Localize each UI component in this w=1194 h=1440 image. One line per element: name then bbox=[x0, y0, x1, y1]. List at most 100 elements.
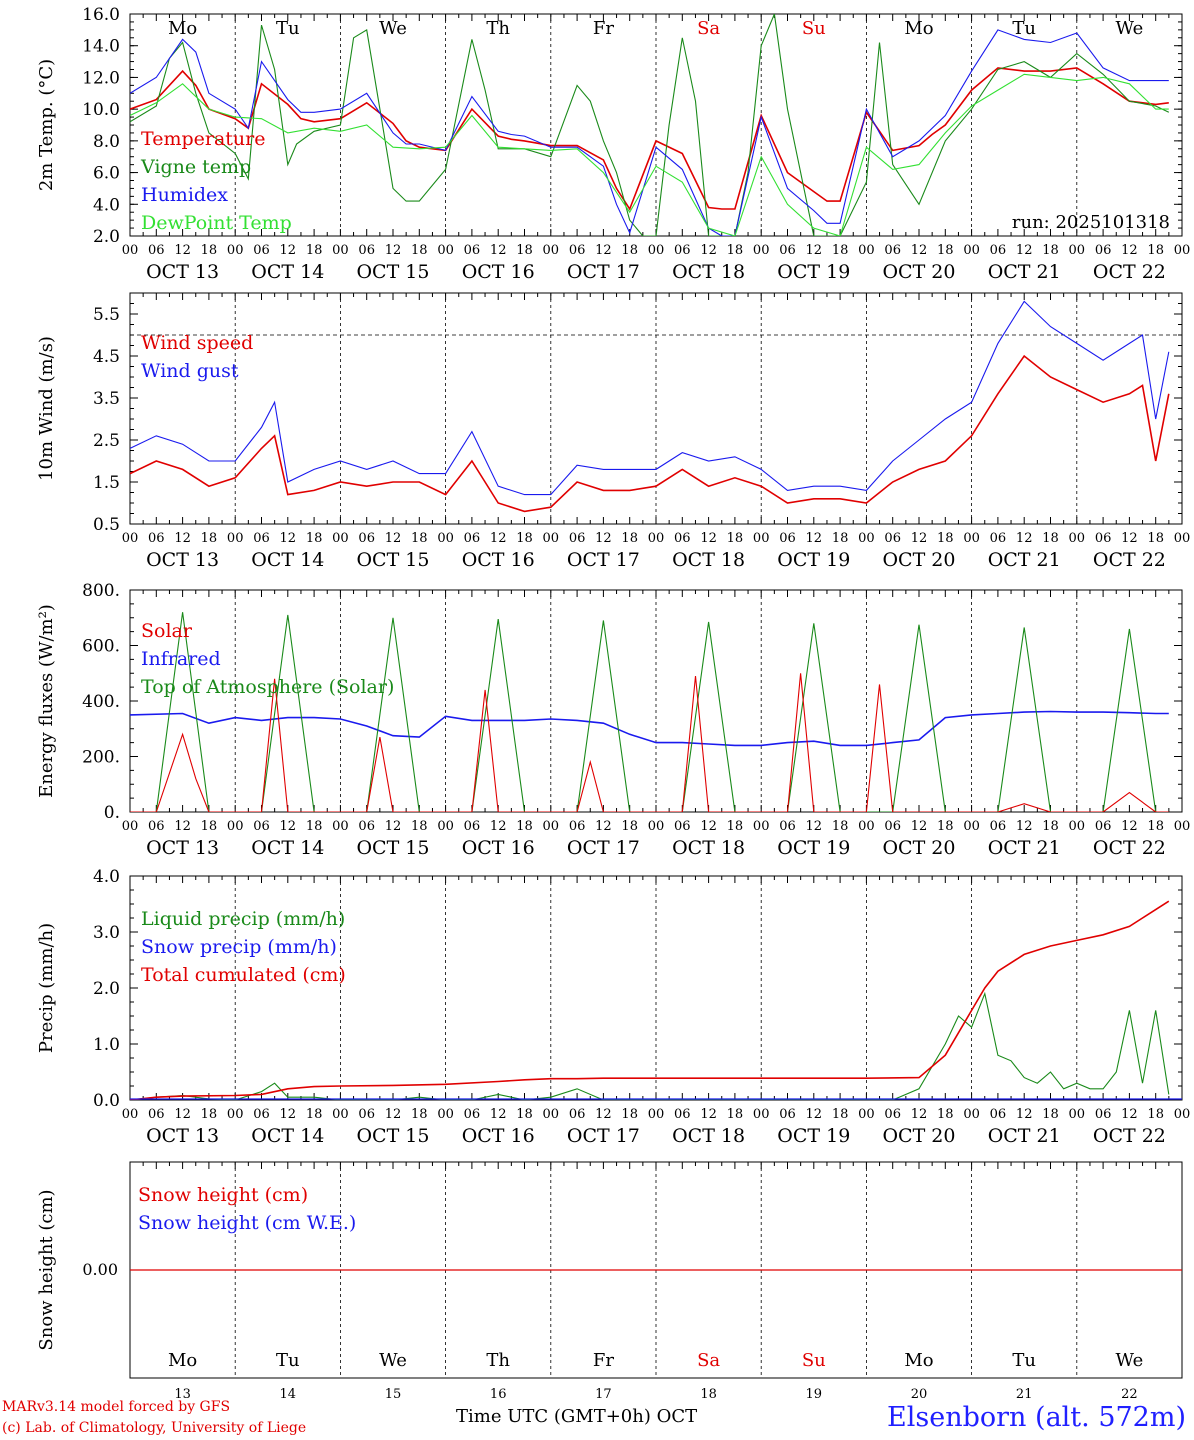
x-tick-label: 06 bbox=[148, 819, 165, 834]
x-tick-label: 00 bbox=[1174, 1107, 1191, 1122]
y-tick-label: 3.5 bbox=[93, 389, 120, 409]
y-tick-label: 400. bbox=[82, 692, 120, 712]
y-tick-label: 14.0 bbox=[82, 37, 120, 57]
x-tick-label: 18 bbox=[621, 1107, 638, 1122]
x-tick-label: 00 bbox=[122, 1107, 139, 1122]
panel-snow: 0.00 Snow height (cm) Snow height (cm) Snow… bbox=[36, 1161, 1183, 1400]
x-tick-label: 00 bbox=[543, 531, 560, 546]
y-tick-label: 4.5 bbox=[93, 347, 120, 367]
y-tick-label: 4.0 bbox=[93, 195, 120, 215]
panel-precip: 4.0 3.0 2.0 1.0 0.0 Precip (mm/h) Liquid preci… bbox=[36, 867, 1190, 1147]
x-tick-label: 18 bbox=[727, 531, 744, 546]
x-tick-label: 06 bbox=[674, 819, 691, 834]
legend-item: Snow height (cm) bbox=[138, 1184, 308, 1206]
date-label: OCT 19 bbox=[777, 261, 850, 283]
bottom-day-label: Tu bbox=[276, 1350, 300, 1371]
x-tick-label: 00 bbox=[1069, 531, 1086, 546]
date-label: OCT 14 bbox=[251, 549, 324, 571]
x-tick-label: 06 bbox=[1095, 243, 1112, 258]
x-tick-label: 12 bbox=[490, 243, 507, 258]
x-tick-label: 12 bbox=[806, 531, 823, 546]
date-label: OCT 13 bbox=[146, 549, 219, 571]
date-label: OCT 19 bbox=[777, 837, 850, 859]
legend-item: Temperature bbox=[141, 128, 265, 150]
bottom-day-number: 17 bbox=[595, 1387, 612, 1400]
legend-item: Infrared bbox=[141, 648, 221, 670]
run-label: run: 2025101318 bbox=[1012, 212, 1170, 233]
date-label: OCT 13 bbox=[146, 261, 219, 283]
legend-item: Top of Atmosphere (Solar) bbox=[141, 676, 394, 698]
x-tick-label: 18 bbox=[621, 819, 638, 834]
x-tick-label: 18 bbox=[937, 531, 954, 546]
x-tick-label: 12 bbox=[1016, 243, 1033, 258]
x-tick-label: 06 bbox=[990, 1107, 1007, 1122]
y-axis-label: Precip (mm/h) bbox=[36, 923, 57, 1053]
x-tick-label: 18 bbox=[201, 819, 218, 834]
x-tick-label: 00 bbox=[543, 819, 560, 834]
x-tick-label: 18 bbox=[832, 531, 849, 546]
x-tick-label: 18 bbox=[621, 243, 638, 258]
x-tick-label: 06 bbox=[253, 1107, 270, 1122]
x-tick-label: 06 bbox=[1095, 819, 1112, 834]
bottom-day-label: Su bbox=[802, 1350, 826, 1371]
date-label: OCT 19 bbox=[777, 1125, 850, 1147]
y-axis-label: 2m Temp. (°C) bbox=[36, 59, 57, 191]
x-tick-label: 00 bbox=[1069, 819, 1086, 834]
x-tick-label: 00 bbox=[753, 1107, 770, 1122]
y-tick-label: 2.0 bbox=[93, 227, 120, 247]
x-tick-label: 18 bbox=[516, 531, 533, 546]
y-axis-label: Energy fluxes (W/m²) bbox=[36, 604, 57, 798]
x-tick-label: 18 bbox=[1147, 531, 1164, 546]
x-tick-label: 06 bbox=[674, 243, 691, 258]
bottom-day-label: Mo bbox=[904, 1350, 933, 1371]
x-tick-label: 12 bbox=[1016, 1107, 1033, 1122]
x-tick-label: 06 bbox=[884, 1107, 901, 1122]
x-tick-label: 06 bbox=[884, 531, 901, 546]
x-tick-label: 12 bbox=[490, 531, 507, 546]
x-tick-label: 12 bbox=[490, 819, 507, 834]
x-tick-label: 18 bbox=[411, 531, 428, 546]
x-tick-label: 18 bbox=[1147, 1107, 1164, 1122]
date-label: OCT 16 bbox=[462, 549, 535, 571]
date-label: OCT 15 bbox=[356, 837, 429, 859]
bottom-day-label: Th bbox=[486, 1350, 510, 1371]
y-tick-label: 6.0 bbox=[93, 164, 120, 184]
date-label: OCT 20 bbox=[882, 1125, 955, 1147]
x-tick-label: 00 bbox=[963, 531, 980, 546]
date-label: OCT 16 bbox=[462, 1125, 535, 1147]
y-tick-label: 0. bbox=[104, 803, 120, 823]
x-tick-label: 12 bbox=[490, 1107, 507, 1122]
x-tick-label: 12 bbox=[595, 243, 612, 258]
date-label: OCT 16 bbox=[462, 261, 535, 283]
y-tick-label: 0.5 bbox=[93, 515, 120, 535]
x-tick-label: 00 bbox=[1174, 819, 1191, 834]
x-tick-label: 00 bbox=[543, 243, 560, 258]
x-tick-label: 00 bbox=[437, 819, 454, 834]
x-tick-label: 12 bbox=[911, 1107, 928, 1122]
x-tick-label: 06 bbox=[148, 1107, 165, 1122]
date-label: OCT 15 bbox=[356, 1125, 429, 1147]
legend-item: Liquid precip (mm/h) bbox=[141, 908, 345, 930]
x-tick-label: 12 bbox=[385, 531, 402, 546]
x-tick-label: 06 bbox=[253, 819, 270, 834]
date-label: OCT 18 bbox=[672, 549, 745, 571]
x-tick-label: 06 bbox=[674, 531, 691, 546]
day-label: Tu bbox=[1012, 18, 1036, 39]
legend-item: Humidex bbox=[141, 184, 228, 206]
legend-item: Snow height (cm W.E.) bbox=[138, 1212, 356, 1234]
date-label: OCT 16 bbox=[462, 837, 535, 859]
x-tick-label: 18 bbox=[727, 243, 744, 258]
x-tick-label: 06 bbox=[779, 1107, 796, 1122]
x-tick-label: 06 bbox=[569, 531, 586, 546]
x-tick-label: 12 bbox=[911, 819, 928, 834]
date-label: OCT 21 bbox=[988, 1125, 1061, 1147]
x-tick-label: 12 bbox=[174, 243, 191, 258]
x-tick-label: 00 bbox=[858, 819, 875, 834]
x-tick-label: 00 bbox=[858, 243, 875, 258]
x-tick-label: 06 bbox=[464, 1107, 481, 1122]
date-label: OCT 21 bbox=[988, 261, 1061, 283]
y-tick-label: 0.0 bbox=[93, 1091, 120, 1111]
x-tick-label: 18 bbox=[727, 1107, 744, 1122]
date-label: OCT 17 bbox=[567, 549, 640, 571]
x-tick-label: 00 bbox=[963, 1107, 980, 1122]
